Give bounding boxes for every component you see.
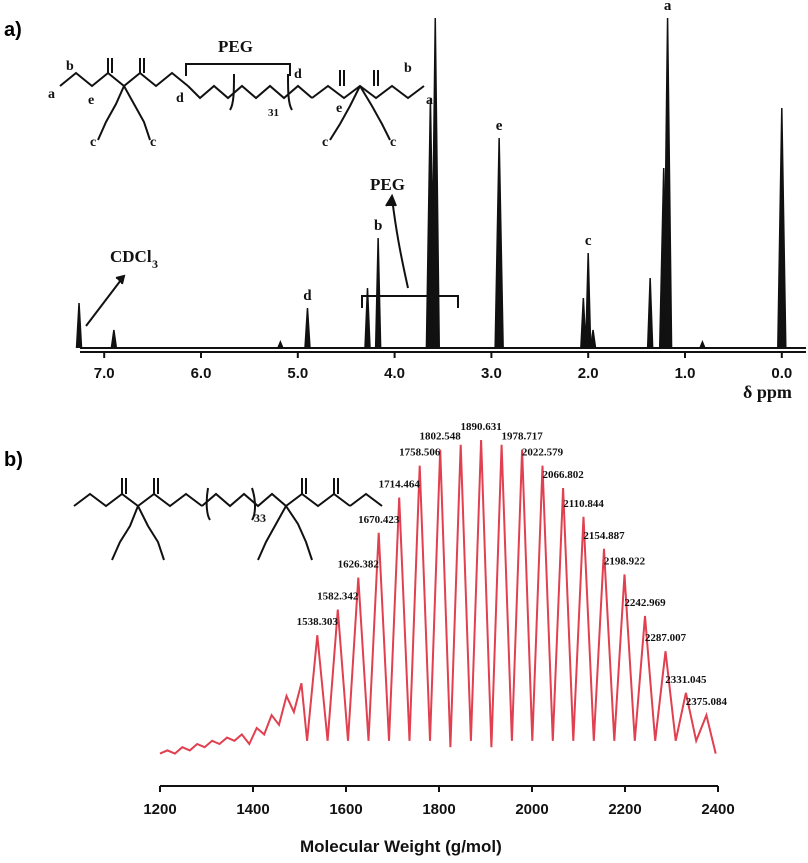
nmr-peak <box>584 252 592 349</box>
ms-peak-label: 1626.382 <box>338 559 380 571</box>
ms-ticks: 1200 1400 1600 1800 2000 2200 2400 <box>143 786 735 818</box>
nmr-peak <box>277 340 284 349</box>
peg-bracket-label: PEG <box>218 37 253 56</box>
nmr-peak <box>430 17 441 349</box>
ms-peak-label: 2022.579 <box>522 447 564 459</box>
ms-peak-label: 2110.844 <box>563 498 604 510</box>
nmr-xlabel: δ ppm <box>743 382 792 402</box>
ms-peak-labels: 1538.303 1582.342 1626.382 1670.423 1714.464… <box>297 421 728 708</box>
nmr-peak-label: d <box>303 288 312 304</box>
structure-b <box>73 478 383 561</box>
nmr-peak-label: a <box>664 0 672 14</box>
nmr-spectrum <box>75 17 806 349</box>
nmr-peak <box>580 297 587 349</box>
structure-a-labels: a b e d c c d e b a c c PEG 31 <box>48 37 433 150</box>
nmr-peak <box>364 287 371 349</box>
ms-peak-label: 2242.969 <box>624 597 666 609</box>
ms-peak-label: 1802.548 <box>420 431 462 443</box>
nmr-peak <box>646 277 654 349</box>
nmr-tick-label: 5.0 <box>287 365 308 382</box>
ms-tick-label: 2400 <box>701 801 734 818</box>
nmr-tick-label: 4.0 <box>384 365 405 382</box>
nmr-peak <box>374 237 382 349</box>
nmr-peak <box>777 107 787 349</box>
svg-text:d: d <box>294 67 302 82</box>
panel-b-label: b) <box>4 449 23 471</box>
ms-tick-label: 1200 <box>143 801 176 818</box>
nmr-tick-label: 3.0 <box>481 365 502 382</box>
structure-a <box>59 58 425 141</box>
ms-tick-label: 1400 <box>236 801 269 818</box>
ms-tick-label: 2000 <box>515 801 548 818</box>
cdcl3-label: CDCl <box>110 247 152 266</box>
nmr-tick-label: 0.0 <box>771 365 792 382</box>
ms-peak-label: 2331.045 <box>665 674 707 686</box>
nmr-peak <box>304 307 311 349</box>
ms-peak-label: 2154.887 <box>583 530 625 542</box>
nmr-tick-label: 2.0 <box>578 365 599 382</box>
nmr-peak <box>589 329 597 349</box>
ms-peak-label: 1890.631 <box>461 421 502 433</box>
nmr-peak-label: b <box>374 218 382 234</box>
svg-text:b: b <box>66 59 74 74</box>
svg-text:a: a <box>426 93 433 108</box>
nmr-annotations: CDCl 3 PEG <box>110 175 405 271</box>
nmr-peak-labels: d b e c a <box>303 0 672 304</box>
ms-tick-label: 1600 <box>329 801 362 818</box>
ms-trace <box>159 439 717 755</box>
nmr-peak-label: c <box>585 233 592 249</box>
svg-text:c: c <box>150 135 156 150</box>
nmr-peak <box>110 329 118 349</box>
nmr-tick-label: 1.0 <box>675 365 696 382</box>
ms-spectrum <box>159 439 717 755</box>
peg-annotation: PEG <box>370 175 405 194</box>
ms-peak-label: 1978.717 <box>501 431 543 443</box>
ms-peak-label: 2198.922 <box>604 555 646 567</box>
ms-tick-label: 2200 <box>608 801 641 818</box>
nmr-peak <box>699 340 706 349</box>
svg-text:c: c <box>322 135 328 150</box>
repeat-a: 31 <box>268 107 279 119</box>
panel-a-label: a) <box>4 19 22 41</box>
ms-tick-label: 1800 <box>422 801 455 818</box>
svg-text:e: e <box>88 93 94 108</box>
ms-peak-label: 1538.303 <box>297 616 339 628</box>
repeat-b: 33 <box>254 511 266 525</box>
nmr-tick-label: 7.0 <box>94 365 115 382</box>
nmr-ticks: 7.0 6.0 5.0 4.0 3.0 2.0 1.0 0.0 <box>94 352 792 382</box>
nmr-peak <box>494 137 504 349</box>
ms-peak-label: 1758.506 <box>399 447 441 459</box>
nmr-tick-label: 6.0 <box>191 365 212 382</box>
cdcl3-subscript: 3 <box>152 257 158 271</box>
ms-xlabel: Molecular Weight (g/mol) <box>300 837 502 856</box>
nmr-peak <box>662 17 673 349</box>
svg-text:a: a <box>48 87 55 102</box>
nmr-peak <box>75 302 83 349</box>
ms-peak-label: 1582.342 <box>317 591 359 603</box>
svg-text:c: c <box>90 135 96 150</box>
nmr-arrows <box>85 193 459 327</box>
ms-peak-label: 1714.464 <box>379 479 421 491</box>
ms-peak-label: 1670.423 <box>358 514 400 526</box>
ms-peak-label: 2375.084 <box>686 696 728 708</box>
svg-text:e: e <box>336 101 342 116</box>
nmr-peak-label: e <box>496 118 503 134</box>
svg-text:d: d <box>176 91 184 106</box>
ms-peak-label: 2066.802 <box>542 469 584 481</box>
svg-text:b: b <box>404 61 412 76</box>
svg-text:c: c <box>390 135 396 150</box>
ms-peak-label: 2287.007 <box>645 632 687 644</box>
